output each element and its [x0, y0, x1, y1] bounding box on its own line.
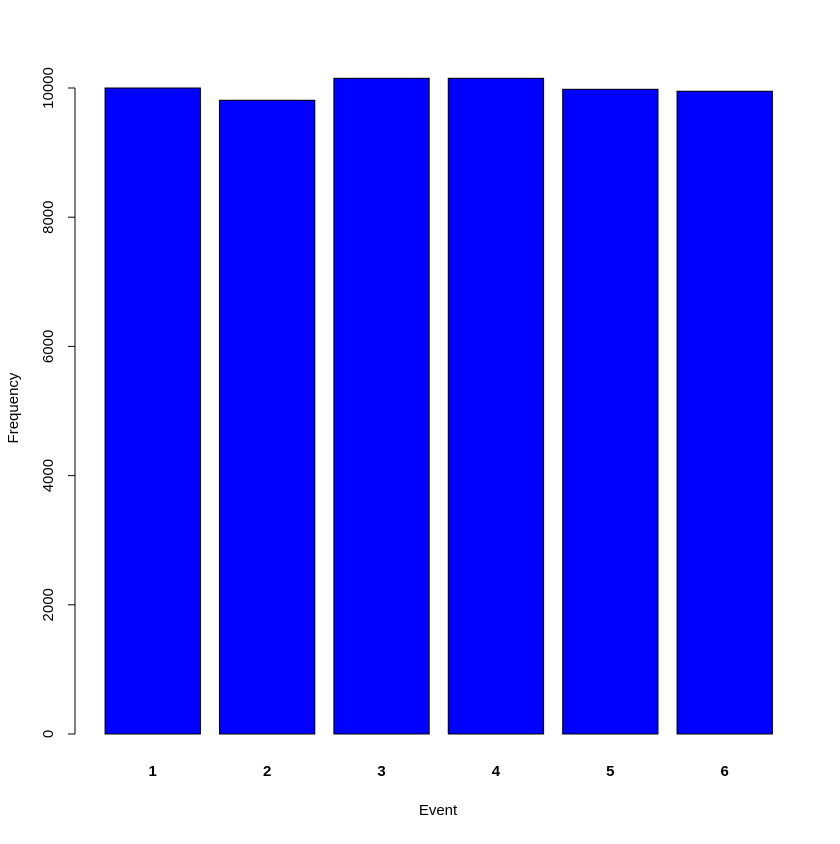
bar	[447, 77, 545, 735]
x-tick-label: 5	[606, 763, 614, 780]
bar	[676, 90, 773, 735]
x-tick-label: 3	[377, 763, 385, 780]
x-tick-label: 2	[263, 763, 271, 780]
y-tick-label: 6000	[40, 330, 57, 363]
y-tick-label: 2000	[40, 588, 57, 621]
y-tick-label: 0	[40, 730, 57, 738]
y-tick-label: 4000	[40, 459, 57, 492]
y-axis-title: Frequency	[5, 372, 22, 443]
bar	[333, 77, 430, 735]
x-tick-label: 6	[721, 763, 729, 780]
bar	[218, 99, 316, 735]
x-tick-label: 1	[149, 763, 157, 780]
bar	[104, 87, 201, 735]
y-tick-label: 10000	[40, 67, 57, 109]
bar	[562, 88, 659, 735]
x-axis-title: Event	[419, 802, 458, 819]
y-tick-label: 8000	[40, 201, 57, 234]
x-tick-label: 4	[492, 763, 501, 780]
